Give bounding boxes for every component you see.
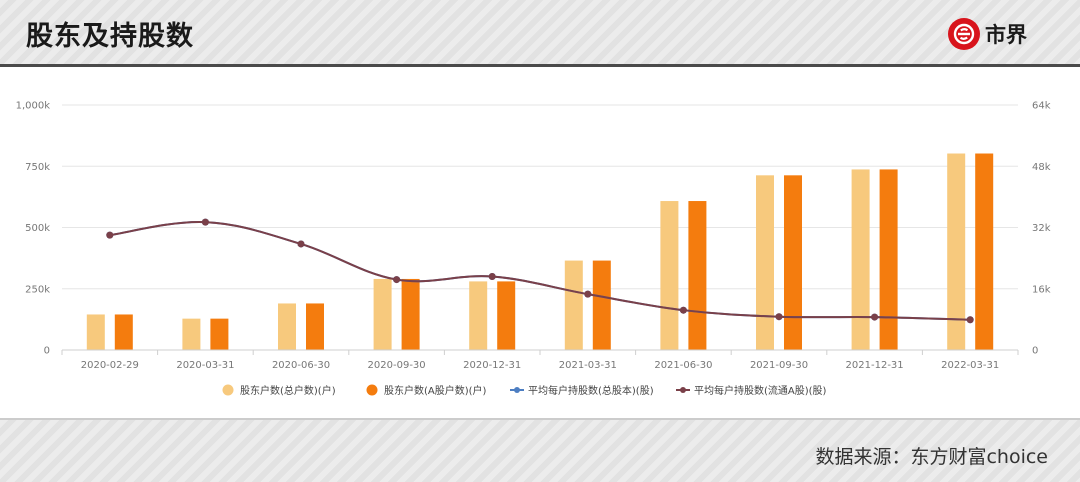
point-avg-a-share xyxy=(871,313,879,321)
legend-label: 股东户数(A股户数)(户) xyxy=(384,384,487,397)
legend-label: 股东户数(总户数)(户) xyxy=(240,384,336,397)
header-band xyxy=(0,0,1080,64)
x-tick-label: 2022-03-31 xyxy=(941,360,999,371)
bar-a-share-holders xyxy=(592,260,611,350)
bar-total-holders xyxy=(851,169,870,350)
holders-chart: 0 250k 500k 750k 1,000k 0 16k 32k 48k 64k 2020-0… xyxy=(16,101,1051,398)
source-note: 数据来源：东方财富choice xyxy=(815,446,1048,468)
bar-total-holders xyxy=(947,153,966,350)
bar-total-holders xyxy=(564,260,583,350)
header-rule xyxy=(0,64,1080,67)
bar-total-holders xyxy=(756,175,774,350)
x-tick-label: 2021-03-31 xyxy=(559,360,617,371)
bar-total-holders xyxy=(469,281,488,350)
point-avg-a-share xyxy=(584,290,592,298)
bar-total-holders xyxy=(660,201,679,350)
y-left-tick-label: 0 xyxy=(44,346,50,357)
bar-a-share-holders xyxy=(210,318,229,350)
bar-a-share-holders xyxy=(306,303,324,350)
x-tick-label: 2021-12-31 xyxy=(846,360,904,371)
x-tick-label: 2021-06-30 xyxy=(654,360,712,371)
y-right-tick-label: 0 xyxy=(1032,346,1038,357)
legend-label: 平均每户持股数(总股本)(股) xyxy=(528,384,654,397)
point-avg-a-share xyxy=(201,218,209,226)
x-tick-label: 2020-06-30 xyxy=(272,360,330,371)
footer-rule xyxy=(0,418,1080,420)
bar-a-share-holders xyxy=(401,278,420,350)
legend-marker xyxy=(680,387,686,393)
point-avg-a-share xyxy=(775,313,783,321)
x-tick-label: 2020-02-29 xyxy=(81,360,139,371)
y-right-tick-label: 32k xyxy=(1032,223,1051,234)
y-right-tick-label: 64k xyxy=(1032,101,1051,112)
point-avg-a-share xyxy=(393,276,401,284)
logo-text: 市界 xyxy=(985,23,1027,47)
y-left-tick-label: 750k xyxy=(25,162,50,173)
brand-logo: 市界 xyxy=(948,16,1027,52)
footer-band xyxy=(0,420,1080,482)
x-tick-label: 2020-09-30 xyxy=(368,360,426,371)
bar-a-share-holders xyxy=(114,314,133,350)
y-left-tick-label: 1,000k xyxy=(16,101,51,112)
line-avg-total xyxy=(109,221,971,321)
x-tick-label: 2020-12-31 xyxy=(463,360,521,371)
bar-a-share-holders xyxy=(497,281,516,350)
bar-total-holders xyxy=(373,278,392,350)
bar-a-share-holders xyxy=(975,153,994,350)
legend-label: 平均每户持股数(流通A股)(股) xyxy=(694,384,827,397)
y-right-tick-label: 48k xyxy=(1032,162,1051,173)
bar-a-share-holders xyxy=(784,175,802,350)
line-avg-a-share xyxy=(109,221,971,321)
bar-a-share-holders xyxy=(879,169,898,350)
bar-total-holders xyxy=(86,314,105,350)
legend-marker xyxy=(222,384,234,396)
y-left-tick-label: 500k xyxy=(25,223,50,234)
point-avg-a-share xyxy=(106,231,114,239)
point-avg-a-share xyxy=(966,316,974,324)
page-title: 股东及持股数 xyxy=(26,21,194,52)
legend-marker xyxy=(366,384,378,396)
y-left-tick-label: 250k xyxy=(25,284,50,295)
point-avg-a-share xyxy=(488,273,496,280)
x-tick-label: 2020-03-31 xyxy=(176,360,234,371)
bar-a-share-holders xyxy=(688,201,707,350)
logo-s-icon xyxy=(948,18,980,50)
legend-marker xyxy=(514,387,520,393)
point-avg-a-share xyxy=(679,306,687,314)
bar-total-holders xyxy=(278,303,296,350)
y-right-tick-label: 16k xyxy=(1032,284,1051,295)
bar-total-holders xyxy=(182,318,201,350)
point-avg-a-share xyxy=(297,240,305,248)
x-tick-label: 2021-09-30 xyxy=(750,360,808,371)
